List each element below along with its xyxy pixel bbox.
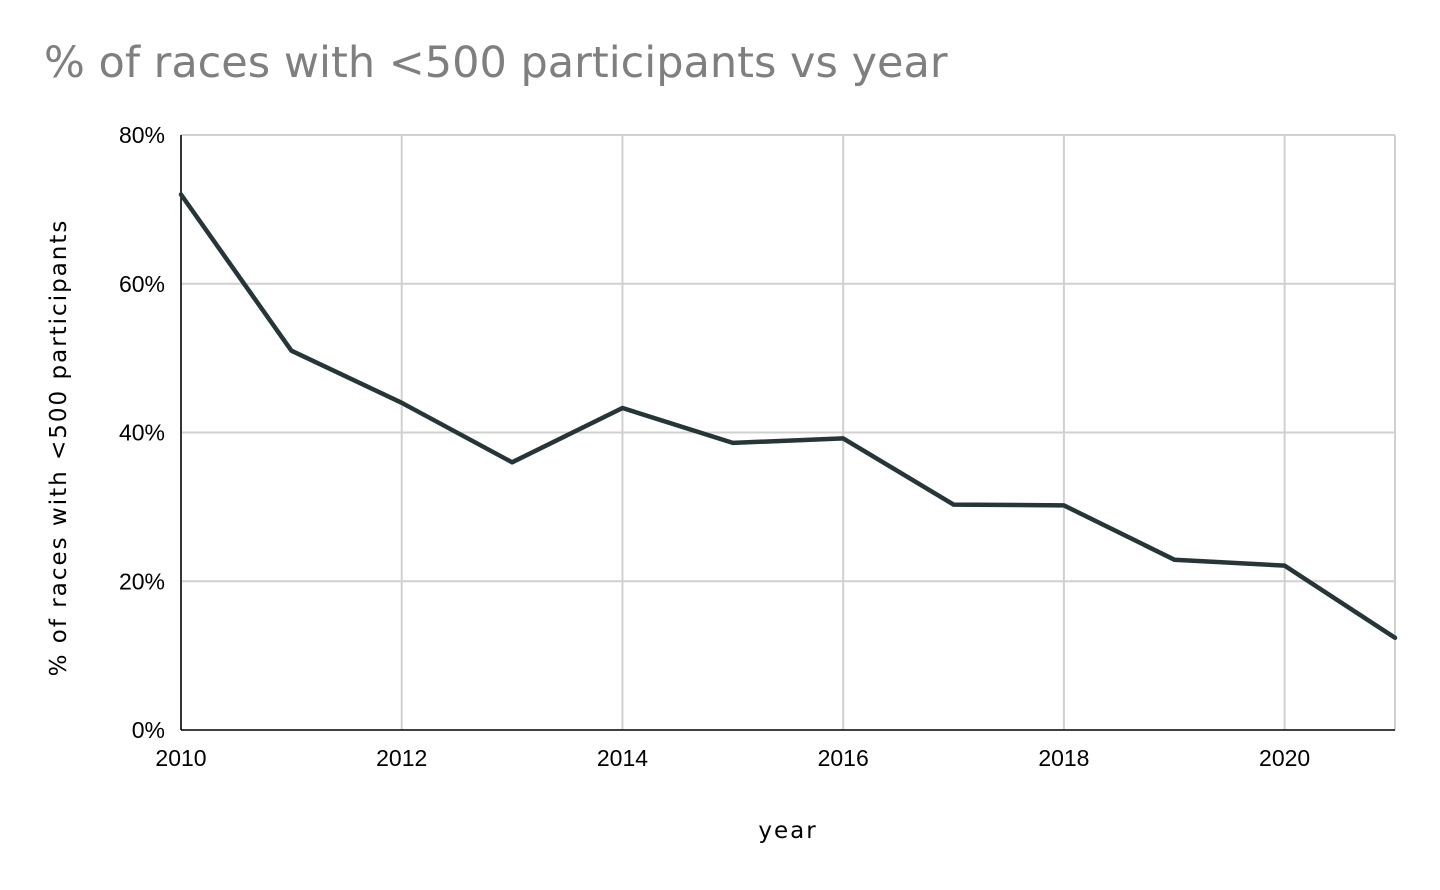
gridlines [180, 134, 1396, 730]
x-tick-label: 2020 [1259, 745, 1310, 771]
x-tick-label: 2012 [376, 745, 427, 771]
y-axis-title: % of races with <500 participants [46, 219, 72, 677]
y-tick-label: 40% [119, 420, 165, 446]
x-tick-label: 2014 [597, 745, 648, 771]
x-tick-label: 2010 [155, 745, 206, 771]
axes [180, 135, 1395, 731]
series-layer [178, 192, 1398, 641]
x-tick-label: 2016 [818, 745, 869, 771]
chart-title: % of races with <500 participants vs yea… [44, 38, 948, 88]
y-tick-label: 60% [119, 271, 165, 297]
y-tick-label: 20% [119, 568, 165, 594]
x-axis-title: year [758, 818, 817, 844]
data-line [178, 192, 1398, 641]
x-tick-label: 2018 [1038, 745, 1089, 771]
y-tick-label: 0% [132, 717, 165, 743]
tick-labels: 0% 20% 40% 60% 80% 2010 2012 2014 2016 2018 2020 [119, 122, 1310, 771]
y-tick-label: 80% [119, 122, 165, 148]
